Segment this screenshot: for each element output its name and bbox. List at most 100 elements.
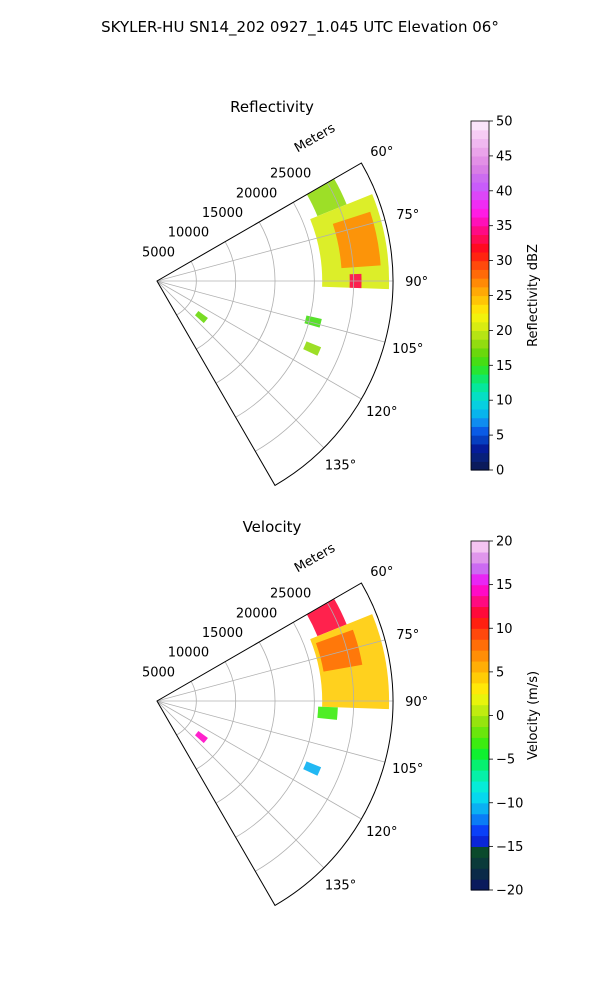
echo-region: [306, 178, 347, 217]
colorbar-tick-label: 0: [496, 709, 504, 724]
azimuth-gridline: [156, 280, 325, 449]
colorbar-swatch: [471, 868, 489, 880]
angular-tick-label: 90°: [405, 275, 428, 290]
echo-region: [332, 211, 381, 269]
echo-region: [306, 598, 347, 637]
colorbar-swatch: [471, 737, 489, 749]
angular-tick-label: 60°: [370, 145, 393, 160]
colorbar-swatch: [471, 704, 489, 717]
sector-outline: [156, 582, 394, 907]
radial-tick-label: 10000: [168, 226, 209, 241]
velocity-polar-grid: [156, 582, 393, 872]
colorbar-swatch: [471, 225, 489, 236]
colorbar-tick-label: −20: [496, 884, 523, 899]
colorbar-swatch: [471, 339, 489, 349]
colorbar-swatch: [471, 321, 489, 331]
reflectivity-colorbar: 0 5 10 15 20 25 30 35 40 45 50 Reflectivity dBZ: [470, 115, 541, 479]
angular-tick-label: 120°: [366, 825, 397, 840]
colorbar-swatch: [471, 330, 489, 340]
colorbar-swatch: [471, 835, 489, 847]
colorbar-swatch: [471, 216, 489, 227]
colorbar-tick-label: −10: [496, 796, 523, 811]
colorbar-swatch: [471, 260, 489, 270]
colorbar-swatch: [471, 846, 489, 858]
colorbar-swatch: [471, 391, 489, 401]
range-ring: [176, 681, 197, 736]
colorbar-swatch: [471, 208, 489, 218]
colorbar-swatch: [471, 715, 489, 728]
colorbar-swatch: [471, 129, 489, 140]
radial-tick-label: 15000: [202, 626, 243, 641]
reflectivity-echoes: [194, 178, 390, 356]
radial-axis-label: Meters: [292, 121, 338, 156]
colorbar-swatch: [471, 304, 489, 314]
radial-axis-label: Meters: [292, 541, 338, 576]
radial-tick-label: 20000: [236, 606, 277, 621]
colorbar-swatch: [471, 408, 489, 419]
colorbar-swatch: [471, 562, 489, 575]
colorbar-swatch: [471, 435, 489, 445]
angular-tick-label: 90°: [405, 695, 428, 710]
colorbar-swatch: [471, 199, 489, 209]
colorbar-tick-label: 40: [496, 184, 513, 199]
colorbar-swatch: [471, 541, 489, 553]
azimuth-gridline: [156, 219, 386, 282]
colorbar-swatch: [471, 278, 489, 288]
range-ring: [215, 221, 276, 384]
radial-tick-label: 25000: [270, 167, 311, 182]
reflectivity-sector-frame: [156, 162, 394, 487]
azimuth-gridline: [156, 700, 325, 869]
colorbar-swatch: [471, 234, 489, 244]
colorbar-swatch: [471, 857, 489, 869]
echo-region: [194, 731, 208, 744]
colorbar-swatch: [471, 295, 489, 305]
colorbar-swatch: [471, 155, 489, 166]
angular-tick-label: 120°: [366, 405, 397, 420]
colorbar-swatch: [471, 382, 489, 393]
radial-tick-label: 5000: [142, 245, 175, 260]
colorbar-swatch: [471, 426, 489, 436]
colorbar-swatch: [471, 791, 489, 804]
colorbar-swatch: [471, 286, 489, 297]
range-ring: [235, 202, 315, 418]
echo-region: [304, 315, 322, 328]
colorbar-swatch: [471, 595, 489, 608]
colorbar-swatch: [471, 748, 489, 760]
colorbar-swatch: [471, 682, 489, 695]
colorbar-label: Velocity (m/s): [526, 671, 541, 760]
velocity-sector-frame: [156, 582, 394, 907]
angular-tick-label: 105°: [392, 342, 423, 357]
colorbar-swatch: [471, 147, 489, 157]
range-ring: [215, 641, 276, 804]
colorbar-swatch: [471, 182, 489, 192]
colorbar-tick-label: 20: [496, 324, 513, 339]
colorbar-tick-label: 10: [496, 394, 513, 409]
colorbar-swatch: [471, 770, 489, 782]
colorbar-label: Reflectivity dBZ: [526, 244, 541, 347]
colorbar-tick-label: −15: [496, 840, 523, 855]
azimuth-gridline: [156, 700, 362, 820]
colorbar-tick-label: −5: [496, 753, 515, 768]
colorbar-swatch: [471, 190, 489, 201]
colorbar-tick-label: 25: [496, 289, 513, 304]
figure-suptitle: SKYLER-HU SN14_202 0927_1.045 UTC Elevat…: [101, 18, 499, 37]
colorbar-tick-label: 10: [496, 622, 513, 637]
colorbar-swatch: [471, 573, 489, 586]
colorbar-tick-label: 35: [496, 219, 513, 234]
range-ring: [176, 261, 197, 316]
colorbar-swatch: [471, 164, 489, 174]
velocity-colorbar: −20 −15 −10 −5 0 5 10 15 20 Velocity (m/s): [470, 535, 541, 899]
angular-tick-label: 60°: [370, 565, 393, 580]
angular-tick-label: 75°: [396, 628, 419, 643]
azimuth-gridline: [156, 639, 386, 702]
angular-tick-label: 105°: [392, 762, 423, 777]
colorbar-tick-label: 5: [496, 665, 504, 680]
colorbar-swatch: [471, 650, 489, 662]
radial-tick-label: 5000: [142, 665, 175, 680]
colorbar-swatch: [471, 461, 489, 471]
reflectivity-polar-grid: [156, 162, 393, 452]
velocity-panel: Velocity 5000 10000 15000 20000 25000 Meters 6…: [142, 518, 541, 907]
colorbar-swatch: [471, 628, 489, 640]
azimuth-gridline: [156, 700, 386, 763]
